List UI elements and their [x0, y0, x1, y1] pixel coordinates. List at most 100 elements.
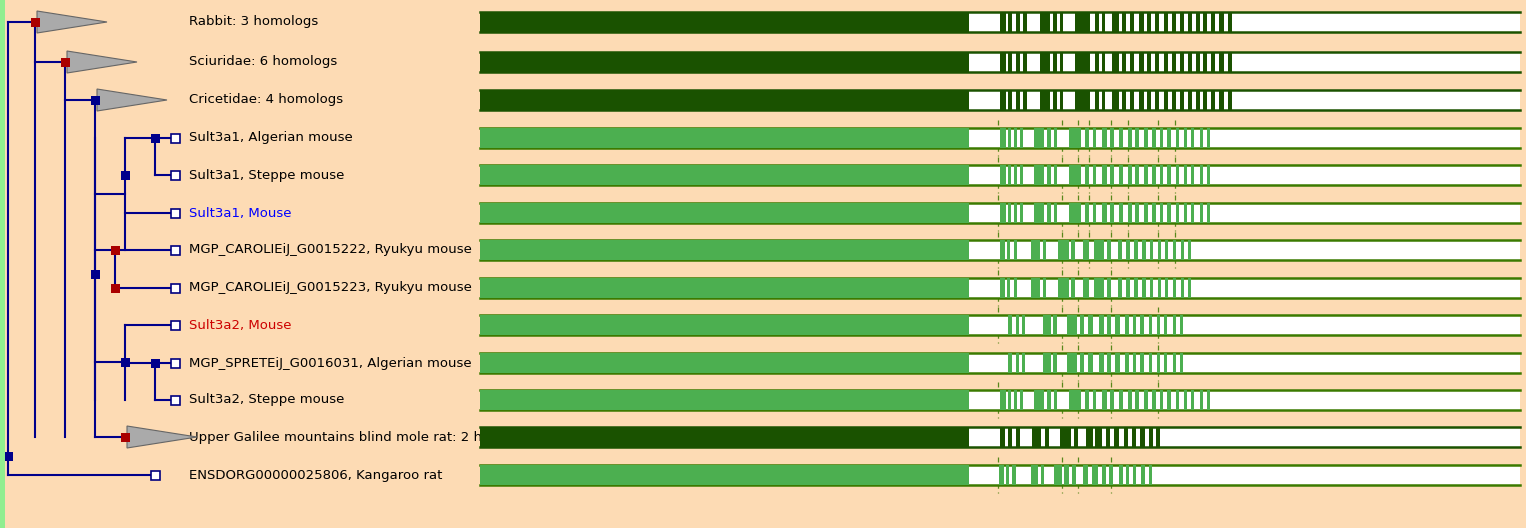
Bar — [1152, 128, 1157, 148]
Bar — [1143, 240, 1146, 260]
Bar — [1102, 465, 1106, 485]
Bar — [1088, 315, 1093, 335]
Bar — [1061, 427, 1071, 447]
Bar — [1016, 12, 1019, 32]
Bar — [1019, 390, 1022, 410]
Polygon shape — [67, 51, 137, 73]
Bar — [1111, 203, 1114, 223]
Bar — [1166, 278, 1169, 298]
Bar — [1149, 353, 1152, 373]
Bar — [1129, 90, 1134, 110]
Bar — [1116, 353, 1120, 373]
Bar — [1019, 128, 1022, 148]
Bar — [1212, 52, 1215, 72]
Bar — [1058, 278, 1068, 298]
Bar — [1155, 52, 1160, 72]
Bar — [1219, 12, 1224, 32]
Bar — [1074, 427, 1077, 447]
Bar — [1135, 203, 1140, 223]
Bar — [1157, 353, 1160, 373]
Bar — [1068, 165, 1080, 185]
Bar — [151, 134, 160, 143]
Bar — [1009, 52, 1012, 72]
Bar — [1032, 240, 1039, 260]
Bar — [1228, 12, 1231, 32]
Bar — [1134, 278, 1138, 298]
Bar — [1085, 203, 1090, 223]
Text: MGP_CAROLIEiJ_G0015223, Ryukyu mouse: MGP_CAROLIEiJ_G0015223, Ryukyu mouse — [189, 281, 472, 295]
Text: Sciuridae: 6 homologs: Sciuridae: 6 homologs — [189, 55, 337, 69]
Bar — [1157, 315, 1160, 335]
Bar — [1143, 203, 1148, 223]
Bar — [1016, 427, 1019, 447]
Bar — [1083, 278, 1090, 298]
Bar — [1041, 465, 1044, 485]
Bar — [1102, 90, 1105, 110]
Bar — [481, 128, 1520, 148]
Bar — [1032, 427, 1041, 447]
Bar — [0, 0, 5, 528]
Bar — [1083, 465, 1088, 485]
Bar — [1111, 165, 1114, 185]
Bar — [1180, 12, 1184, 32]
Bar — [1047, 165, 1051, 185]
Bar — [1094, 52, 1099, 72]
Polygon shape — [98, 89, 166, 111]
Bar — [1119, 390, 1123, 410]
Bar — [481, 90, 1520, 110]
Bar — [1035, 128, 1044, 148]
Bar — [1149, 278, 1152, 298]
Bar — [1009, 12, 1012, 32]
Bar — [1094, 12, 1099, 32]
Bar — [1109, 465, 1114, 485]
Bar — [1016, 90, 1019, 110]
Bar — [1119, 465, 1123, 485]
Bar — [1039, 52, 1050, 72]
Bar — [1112, 12, 1119, 32]
Bar — [1119, 128, 1123, 148]
Bar — [1202, 52, 1207, 72]
Bar — [1009, 128, 1012, 148]
Bar — [1195, 12, 1199, 32]
Bar — [1047, 390, 1051, 410]
Bar — [1094, 427, 1102, 447]
Bar — [171, 134, 180, 143]
Bar — [1053, 315, 1058, 335]
Bar — [1175, 128, 1180, 148]
Bar — [1180, 52, 1184, 72]
Bar — [1192, 390, 1195, 410]
Bar — [1032, 465, 1039, 485]
Bar — [1141, 465, 1144, 485]
Bar — [1009, 165, 1012, 185]
Bar — [1009, 353, 1012, 373]
Bar — [1042, 278, 1045, 298]
Bar — [1106, 427, 1111, 447]
Bar — [1053, 12, 1058, 32]
Bar — [1042, 353, 1051, 373]
Text: Sult3a2, Mouse: Sult3a2, Mouse — [189, 318, 291, 332]
Bar — [1180, 90, 1184, 110]
Bar — [1016, 315, 1019, 335]
Bar — [1212, 12, 1215, 32]
Polygon shape — [127, 426, 197, 448]
Bar — [1149, 427, 1152, 447]
Bar — [1143, 165, 1148, 185]
Bar — [1102, 390, 1108, 410]
Bar — [1164, 315, 1167, 335]
Bar — [1164, 90, 1169, 110]
Text: Cricetidae: 4 homologs: Cricetidae: 4 homologs — [189, 93, 343, 107]
Bar — [1042, 240, 1045, 260]
Bar — [1022, 52, 1027, 72]
Bar — [1116, 315, 1120, 335]
Bar — [1108, 240, 1111, 260]
Bar — [1140, 315, 1143, 335]
Bar — [171, 395, 180, 404]
Bar — [3, 451, 12, 460]
Bar — [1007, 240, 1010, 260]
Bar — [1172, 315, 1175, 335]
Bar — [171, 246, 180, 254]
Bar — [481, 465, 1520, 485]
Bar — [1117, 278, 1122, 298]
Bar — [1013, 128, 1016, 148]
Bar — [1126, 240, 1129, 260]
